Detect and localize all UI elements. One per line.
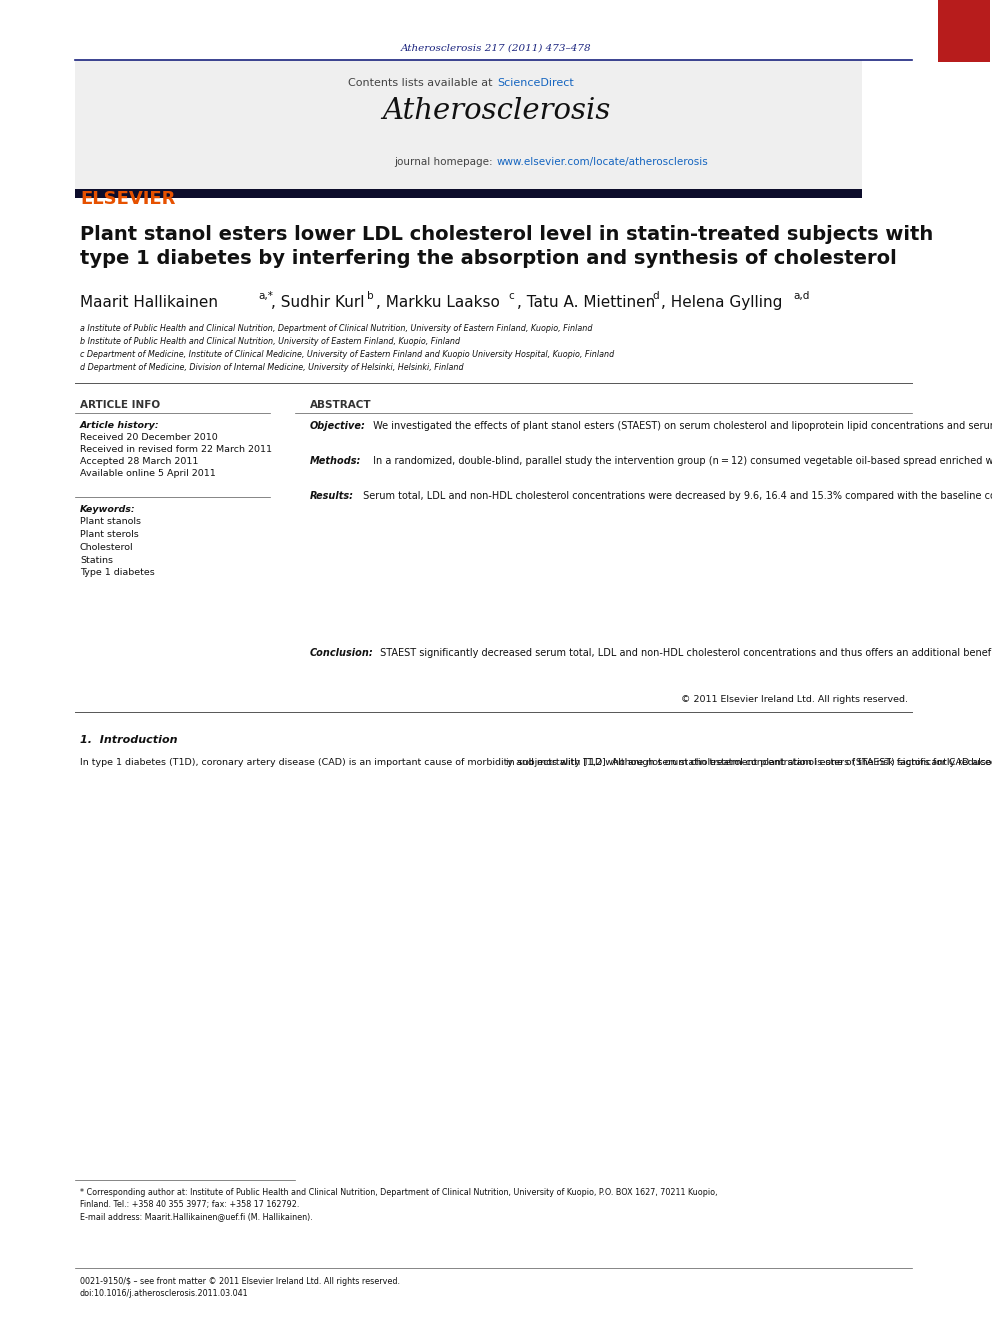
Text: c Department of Medicine, Institute of Clinical Medicine, University of Eastern : c Department of Medicine, Institute of C… <box>80 351 614 359</box>
Text: Article history:: Article history: <box>80 421 160 430</box>
Text: atherosclerosis: atherosclerosis <box>940 79 988 85</box>
Text: Plant stanols
Plant sterols
Cholesterol
Statins
Type 1 diabetes: Plant stanols Plant sterols Cholesterol … <box>80 517 155 577</box>
Text: E-mail address: Maarit.Hallikainen@uef.fi (M. Hallikainen).: E-mail address: Maarit.Hallikainen@uef.f… <box>80 1212 312 1221</box>
Text: b Institute of Public Health and Clinical Nutrition, University of Eastern Finla: b Institute of Public Health and Clinica… <box>80 337 460 347</box>
Text: In type 1 diabetes (T1D), coronary artery disease (CAD) is an important cause of: In type 1 diabetes (T1D), coronary arter… <box>80 758 992 767</box>
Text: c: c <box>508 291 514 302</box>
Text: ELSEVIER: ELSEVIER <box>80 191 176 208</box>
Text: Received 20 December 2010
Received in revised form 22 March 2011
Accepted 28 Mar: Received 20 December 2010 Received in re… <box>80 433 272 479</box>
Text: d Department of Medicine, Division of Internal Medicine, University of Helsinki,: d Department of Medicine, Division of In… <box>80 363 463 372</box>
Text: Atherosclerosis 217 (2011) 473–478: Atherosclerosis 217 (2011) 473–478 <box>401 44 591 53</box>
Text: doi:10.1016/j.atherosclerosis.2011.03.041: doi:10.1016/j.atherosclerosis.2011.03.04… <box>80 1289 249 1298</box>
Text: Maarit Hallikainen: Maarit Hallikainen <box>80 295 218 310</box>
Text: , Markku Laakso: , Markku Laakso <box>376 295 500 310</box>
Text: Results:: Results: <box>310 491 354 501</box>
Text: * Corresponding author at: Institute of Public Health and Clinical Nutrition, De: * Corresponding author at: Institute of … <box>80 1188 717 1197</box>
Text: ScienceDirect: ScienceDirect <box>497 78 573 89</box>
Text: ARTICLE INFO: ARTICLE INFO <box>80 400 160 410</box>
Text: a Institute of Public Health and Clinical Nutrition, Department of Clinical Nutr: a Institute of Public Health and Clinica… <box>80 324 592 333</box>
Text: a,d: a,d <box>793 291 809 302</box>
Text: journal homepage:: journal homepage: <box>394 157 496 167</box>
Text: Keywords:: Keywords: <box>80 505 136 515</box>
Text: STAEST significantly decreased serum total, LDL and non-HDL cholesterol concentr: STAEST significantly decreased serum tot… <box>377 648 992 658</box>
Text: We investigated the effects of plant stanol esters (STAEST) on serum cholesterol: We investigated the effects of plant sta… <box>369 421 992 431</box>
Text: Atherosclerosis: Atherosclerosis <box>382 97 610 124</box>
Text: 0021-9150/$ – see front matter © 2011 Elsevier Ireland Ltd. All rights reserved.: 0021-9150/$ – see front matter © 2011 El… <box>80 1277 400 1286</box>
Text: Methods:: Methods: <box>310 456 361 466</box>
Text: 1.  Introduction: 1. Introduction <box>80 736 178 745</box>
Text: d: d <box>652 291 659 302</box>
Text: Objective:: Objective: <box>310 421 366 431</box>
Text: www.elsevier.com/locate/atherosclerosis: www.elsevier.com/locate/atherosclerosis <box>497 157 708 167</box>
Text: Contents lists available at: Contents lists available at <box>348 78 496 89</box>
Text: Finland. Tel.: +358 40 355 3977; fax: +358 17 162792.: Finland. Tel.: +358 40 355 3977; fax: +3… <box>80 1200 300 1209</box>
Text: b: b <box>367 291 374 302</box>
Text: in subjects with T1D who are not on statin treatment plant stanol esters (STAEST: in subjects with T1D who are not on stat… <box>506 758 992 767</box>
Bar <box>75 189 862 198</box>
Text: ABSTRACT: ABSTRACT <box>310 400 372 410</box>
Text: a,*: a,* <box>258 291 273 302</box>
Bar <box>75 60 862 198</box>
Bar <box>938 0 990 62</box>
Text: Plant stanol esters lower LDL cholesterol level in statin-treated subjects with
: Plant stanol esters lower LDL cholestero… <box>80 225 933 269</box>
Text: Serum total, LDL and non-HDL cholesterol concentrations were decreased by 9.6, 1: Serum total, LDL and non-HDL cholesterol… <box>359 491 992 501</box>
Text: © 2011 Elsevier Ireland Ltd. All rights reserved.: © 2011 Elsevier Ireland Ltd. All rights … <box>681 695 908 704</box>
Text: , Tatu A. Miettinen: , Tatu A. Miettinen <box>517 295 656 310</box>
Text: , Helena Gylling: , Helena Gylling <box>661 295 783 310</box>
Text: , Sudhir Kurl: , Sudhir Kurl <box>271 295 364 310</box>
Text: Conclusion:: Conclusion: <box>310 648 374 658</box>
Text: In a randomized, double-blind, parallel study the intervention group (n = 12) co: In a randomized, double-blind, parallel … <box>369 456 992 466</box>
